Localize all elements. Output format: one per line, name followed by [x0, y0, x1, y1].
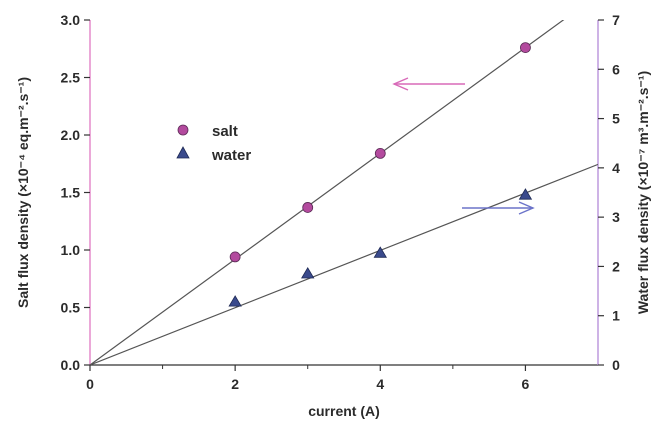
y-right-tick-label: 5 [612, 111, 620, 127]
arrow-salt-left-axis-head [392, 77, 409, 91]
y-left-axis-title: Salt flux density (×10⁻⁴ eq.m⁻².s⁻¹) [15, 77, 31, 308]
point-salt [374, 147, 386, 159]
y-right-tick-label: 4 [612, 160, 620, 176]
legend: salt water [176, 123, 251, 164]
y-right-tick-label: 7 [612, 12, 620, 28]
point-water [518, 188, 533, 200]
y-left-tick-label: 0.5 [61, 300, 81, 316]
x-axis-title: current (A) [308, 403, 380, 419]
point-water [301, 267, 315, 279]
x-tick-label: 6 [522, 376, 530, 392]
y-right-tick-label: 6 [612, 61, 620, 77]
y-left-tick-label: 1.5 [61, 185, 81, 201]
tick-labels: 0 2 4 6 0.0 0.5 1.0 1.5 2.0 2.5 3.0 0 1 2 3 4 5 6 7 [61, 12, 621, 392]
data-points [228, 42, 533, 307]
y-left-tick-label: 0.0 [61, 357, 81, 373]
fit-line-salt [90, 20, 565, 365]
legend-label-salt: salt [212, 123, 238, 140]
y-right-tick-label: 1 [612, 308, 620, 324]
arrow-water-right-axis-head [518, 201, 535, 215]
y-left-tick-label: 3.0 [61, 12, 81, 28]
point-salt [302, 202, 314, 213]
legend-marker-salt [177, 124, 189, 136]
y-right-axis-title: Water flux density (×10⁻⁷ m³.m⁻².s⁻¹) [635, 71, 651, 314]
y-left-tick-label: 2.0 [61, 127, 81, 143]
point-water [228, 295, 242, 307]
axis-indicator-arrows [392, 77, 535, 215]
legend-marker-water [176, 146, 190, 159]
axes [84, 19, 604, 371]
y-right-tick-label: 0 [612, 357, 620, 373]
fit-lines [90, 20, 598, 365]
point-salt [229, 251, 241, 263]
y-right-tick-label: 3 [612, 209, 620, 225]
legend-label-water: water [211, 147, 251, 164]
arrow-salt-left-axis [392, 77, 465, 91]
fit-line-water [90, 163, 598, 365]
y-left-tick-label: 1.0 [61, 242, 81, 258]
x-tick-label: 4 [376, 376, 384, 392]
x-tick-label: 2 [231, 376, 239, 392]
arrow-water-right-axis [462, 201, 535, 215]
point-water [373, 246, 387, 258]
y-left-tick-label: 2.5 [61, 70, 81, 86]
point-salt [520, 42, 531, 53]
y-right-tick-label: 2 [612, 258, 620, 274]
x-tick-label: 0 [86, 376, 94, 392]
